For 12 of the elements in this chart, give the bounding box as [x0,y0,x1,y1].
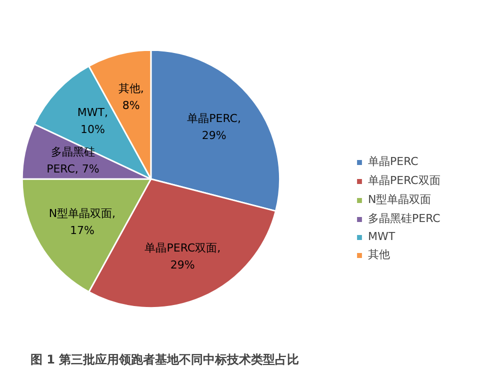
legend-label: 单晶PERC [368,154,418,169]
text: 图 1 第三批应用领跑者基地不同中标技术类型占比 [30,352,300,366]
data-label: 单晶PERC, 29% [187,112,241,142]
legend-label: 多晶黑硅PERC [368,211,440,226]
data-label: MWT, 10% [77,106,108,136]
data-label: 其他, 8% [118,82,144,112]
legend-label: MWT [368,230,396,243]
legend-label: N型单晶双面 [368,192,432,207]
data-label: N型单晶双面, 17% [48,207,116,237]
legend-label: 其他 [368,247,390,262]
data-label: 单晶PERC双面, 29% [144,242,221,272]
legend-label: 单晶PERC双面 [368,173,440,188]
